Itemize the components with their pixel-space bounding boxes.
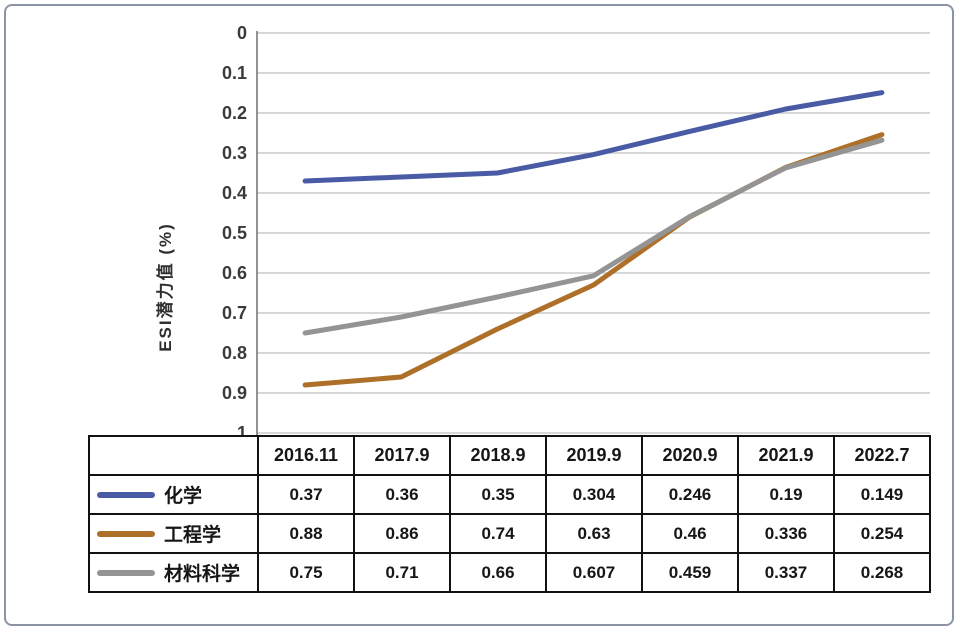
value-cell: 0.607 (545, 552, 643, 593)
y-tick-label: 0.3 (221, 143, 247, 163)
y-tick-label: 0.5 (221, 223, 247, 243)
legend-cell: 材料科学 (88, 552, 259, 593)
series-line-1 (302, 132, 885, 388)
value-cell: 0.149 (833, 474, 931, 515)
value-cell: 0.66 (449, 552, 547, 593)
value-cell: 0.336 (737, 513, 835, 554)
value-cell: 0.74 (449, 513, 547, 554)
table-row: 化学 0.37 0.36 0.35 0.304 0.246 0.19 0.149 (88, 474, 931, 515)
value-cell: 0.63 (545, 513, 643, 554)
value-cell: 0.19 (737, 474, 835, 515)
legend-cell: 化学 (88, 474, 259, 515)
data-table: 2016.11 2017.9 2018.9 2019.9 2020.9 2021.9 202… (88, 435, 931, 593)
value-cell: 0.46 (641, 513, 739, 554)
value-cell: 0.254 (833, 513, 931, 554)
table-row: 材料科学 0.75 0.71 0.66 0.607 0.459 0.337 0.268 (88, 552, 931, 593)
value-cell: 0.304 (545, 474, 643, 515)
value-cell: 0.246 (641, 474, 739, 515)
legend-line-swatch-icon (97, 491, 155, 498)
series-line-0 (302, 90, 885, 184)
y-tick-label: 0 (236, 23, 247, 43)
legend-line-swatch-icon (97, 569, 155, 576)
value-cell: 0.71 (353, 552, 451, 593)
year-header-cell: 2019.9 (545, 435, 643, 476)
year-header-cell: 2022.7 (833, 435, 931, 476)
series-name-label: 材料科学 (164, 564, 241, 585)
value-cell: 0.75 (257, 552, 355, 593)
y-tick-label: 0.7 (221, 303, 247, 323)
value-cell: 0.88 (257, 513, 355, 554)
y-tick-label: 0.8 (221, 343, 247, 363)
year-header-cell: 2017.9 (353, 435, 451, 476)
value-cell: 0.37 (257, 474, 355, 515)
value-cell: 0.35 (449, 474, 547, 515)
table-row: 工程学 0.88 0.86 0.74 0.63 0.46 0.336 0.254 (88, 513, 931, 554)
y-tick-label: 0.6 (221, 263, 247, 283)
value-cell: 0.86 (353, 513, 451, 554)
y-axis-title: ESI潜力值 (%) (156, 222, 175, 352)
year-header-cell: 2020.9 (641, 435, 739, 476)
y-tick-label: 0.2 (221, 103, 247, 123)
table-corner-cell (88, 435, 259, 476)
value-cell: 0.36 (353, 474, 451, 515)
year-header-cell: 2016.11 (257, 435, 355, 476)
series-line-2 (302, 137, 885, 336)
value-cell: 0.459 (641, 552, 739, 593)
year-header-cell: 2021.9 (737, 435, 835, 476)
y-tick-label: 1 (236, 423, 247, 443)
value-cell: 0.337 (737, 552, 835, 593)
legend-line-swatch-icon (97, 530, 155, 537)
value-cell: 0.268 (833, 552, 931, 593)
series-name-label: 化学 (164, 486, 203, 507)
y-tick-label: 0.1 (221, 63, 247, 83)
year-header-cell: 2018.9 (449, 435, 547, 476)
series-name-label: 工程学 (164, 525, 222, 546)
y-tick-label: 0.9 (221, 383, 247, 403)
legend-cell: 工程学 (88, 513, 259, 554)
y-tick-label: 0.4 (221, 183, 247, 203)
